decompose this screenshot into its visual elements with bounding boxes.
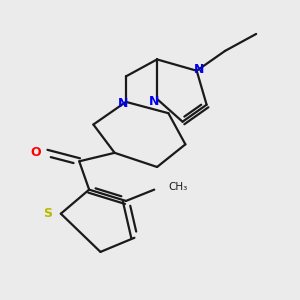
Text: O: O [30,146,41,159]
Text: N: N [149,95,159,108]
Text: N: N [118,97,128,110]
Text: S: S [44,207,52,220]
Text: N: N [194,63,205,76]
Text: CH₃: CH₃ [168,182,188,192]
